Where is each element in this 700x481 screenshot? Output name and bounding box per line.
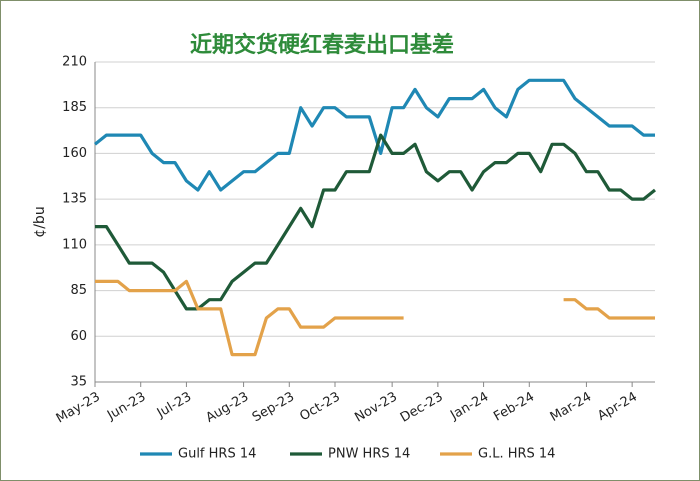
y-tick-label: 210 (62, 55, 87, 70)
y-axis-label: ¢/bu (32, 206, 48, 237)
y-tick-label: 185 (62, 100, 87, 115)
x-tick-label: May-23 (54, 390, 103, 427)
x-tick-label: Mar-24 (548, 390, 594, 425)
y-tick-label: 60 (70, 329, 87, 344)
x-tick-label: Feb-24 (491, 390, 537, 425)
x-tick-label: Dec-23 (398, 390, 446, 426)
legend-label: PNW HRS 14 (328, 447, 410, 462)
y-tick-label: 160 (62, 146, 87, 161)
series-line (95, 279, 655, 357)
legend-label: G.L. HRS 14 (478, 447, 555, 462)
chart-title: 近期交货硬红春麦出口基差 (190, 32, 454, 58)
x-tick-label: Nov-23 (352, 390, 400, 426)
x-tick-label: Sep-23 (250, 390, 297, 426)
y-tick-label: 85 (70, 283, 87, 298)
x-tick-label: Oct-23 (297, 390, 342, 425)
y-tick-label: 110 (62, 237, 87, 252)
x-tick-label: Jun-23 (104, 390, 148, 424)
x-tick-label: Jan-24 (447, 390, 491, 424)
x-tick-label: Apr-24 (595, 390, 640, 424)
y-tick-label: 35 (70, 375, 87, 390)
series-line (95, 133, 656, 311)
x-tick-label: Jul-23 (154, 390, 194, 422)
y-tick-label: 135 (62, 192, 87, 207)
series-line (93, 78, 655, 192)
x-tick-label: Aug-23 (203, 390, 251, 426)
legend-label: Gulf HRS 14 (178, 447, 256, 462)
